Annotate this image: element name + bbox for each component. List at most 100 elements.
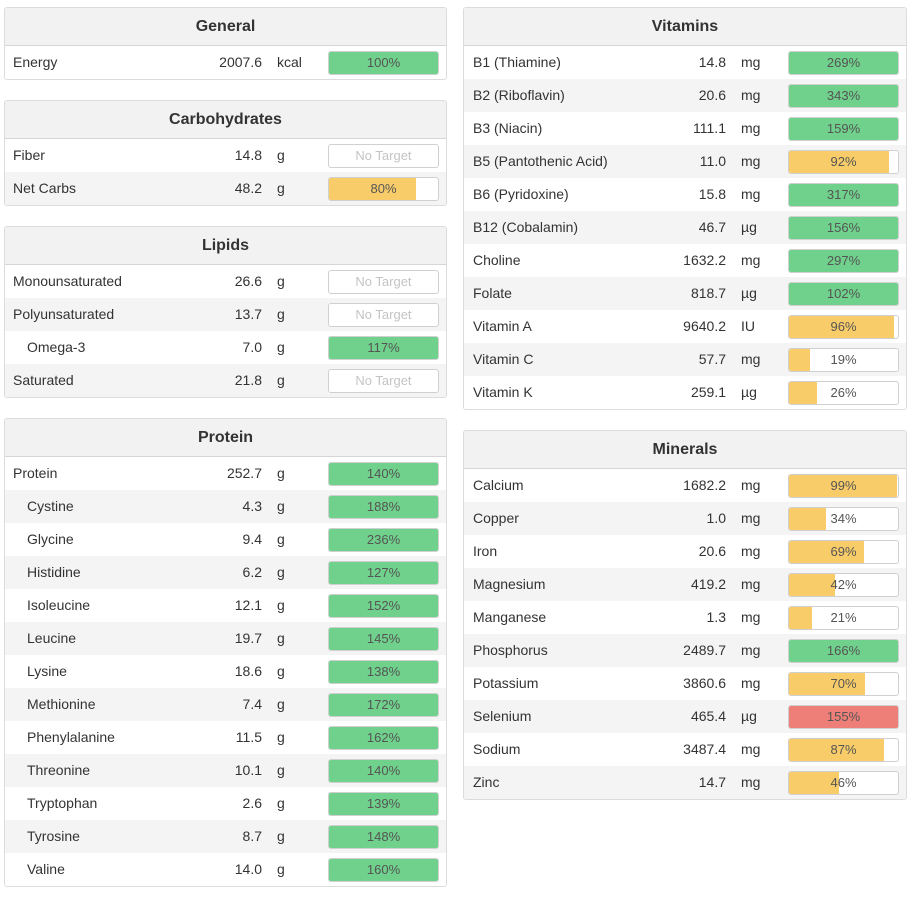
nutrient-unit: mg <box>741 477 761 493</box>
nutrient-row-methionine[interactable]: Methionine 7.4 g 172% <box>5 688 446 721</box>
nutrient-amount: 1632.2 <box>683 252 726 268</box>
nutrient-row-b5-pantothenic-acid[interactable]: B5 (Pantothenic Acid) 11.0 mg 92% <box>464 145 906 178</box>
nutrient-unit: mg <box>741 120 761 136</box>
nutrient-row-vitamin-a[interactable]: Vitamin A 9640.2 IU 96% <box>464 310 906 343</box>
nutrient-row-cystine[interactable]: Cystine 4.3 g 188% <box>5 490 446 523</box>
nutrient-row-b2-riboflavin[interactable]: B2 (Riboflavin) 20.6 mg 343% <box>464 79 906 112</box>
panel-lipids: Lipids Monounsaturated 26.6 g No Target Polyu… <box>4 226 447 398</box>
progress-fill <box>329 52 438 74</box>
nutrient-row-iron[interactable]: Iron 20.6 mg 69% <box>464 535 906 568</box>
nutrient-row-phenylalanine[interactable]: Phenylalanine 11.5 g 162% <box>5 721 446 754</box>
progress-fill <box>329 178 417 200</box>
target-progress-bar: No Target <box>328 270 439 294</box>
nutrient-amount: 9.4 <box>242 531 262 547</box>
progress-percent-label: 159% <box>826 121 861 136</box>
nutrient-row-polyunsaturated[interactable]: Polyunsaturated 13.7 g No Target <box>5 298 446 331</box>
nutrient-row-sodium[interactable]: Sodium 3487.4 mg 87% <box>464 733 906 766</box>
nutrient-row-vitamin-k[interactable]: Vitamin K 259.1 µg 26% <box>464 376 906 409</box>
nutrient-row-b1-thiamine[interactable]: B1 (Thiamine) 14.8 mg 269% <box>464 46 906 79</box>
nutrient-unit: mg <box>741 54 761 70</box>
nutrient-amount: 111.1 <box>693 120 726 136</box>
target-progress-bar: 148% <box>328 825 439 849</box>
progress-percent-label: 117% <box>367 340 400 355</box>
nutrient-unit: mg <box>741 741 761 757</box>
progress-fill <box>789 739 884 761</box>
nutrient-amount: 57.7 <box>698 351 726 367</box>
progress-percent-label: No Target <box>355 148 412 163</box>
progress-fill <box>329 463 438 485</box>
progress-fill <box>329 595 438 617</box>
nutrient-row-calcium[interactable]: Calcium 1682.2 mg 99% <box>464 469 906 502</box>
target-progress-bar: 162% <box>328 726 439 750</box>
nutrient-row-histidine[interactable]: Histidine 6.2 g 127% <box>5 556 446 589</box>
progress-percent-label: No Target <box>355 373 412 388</box>
target-progress-bar: No Target <box>328 369 439 393</box>
nutrient-row-protein[interactable]: Protein 252.7 g 140% <box>5 457 446 490</box>
nutrient-row-choline[interactable]: Choline 1632.2 mg 297% <box>464 244 906 277</box>
progress-percent-label: 148% <box>366 829 401 844</box>
nutrient-row-magnesium[interactable]: Magnesium 419.2 mg 42% <box>464 568 906 601</box>
nutrient-amount: 11.5 <box>235 729 262 745</box>
nutrient-row-zinc[interactable]: Zinc 14.7 mg 46% <box>464 766 906 799</box>
panel-title-vitamins: Vitamins <box>464 8 906 46</box>
nutrient-row-leucine[interactable]: Leucine 19.7 g 145% <box>5 622 446 655</box>
progress-percent-label: 236% <box>366 532 401 547</box>
nutrient-row-isoleucine[interactable]: Isoleucine 12.1 g 152% <box>5 589 446 622</box>
nutrient-name: Sodium <box>473 741 521 757</box>
nutrient-name: Iron <box>473 543 498 559</box>
nutrient-unit: g <box>277 339 285 355</box>
nutrient-unit: g <box>277 597 285 613</box>
progress-percent-label: 138% <box>366 664 401 679</box>
progress-percent-label: 140% <box>366 466 401 481</box>
nutrient-unit: g <box>277 306 285 322</box>
nutrient-row-fiber[interactable]: Fiber 14.8 g No Target <box>5 139 446 172</box>
nutrient-row-selenium[interactable]: Selenium 465.4 µg 155% <box>464 700 906 733</box>
progress-percent-label: 317% <box>826 187 861 202</box>
nutrient-name: Histidine <box>27 564 81 580</box>
nutrient-unit: IU <box>741 318 755 334</box>
nutrient-name: Potassium <box>473 675 539 691</box>
nutrient-name: Calcium <box>473 477 524 493</box>
nutrient-name: Methionine <box>27 696 96 712</box>
nutrient-row-monounsaturated[interactable]: Monounsaturated 26.6 g No Target <box>5 265 446 298</box>
nutrient-row-omega-3[interactable]: Omega-3 7.0 g 117% <box>5 331 446 364</box>
nutrient-row-tyrosine[interactable]: Tyrosine 8.7 g 148% <box>5 820 446 853</box>
nutrient-row-folate[interactable]: Folate 818.7 µg 102% <box>464 277 906 310</box>
nutrient-row-b3-niacin[interactable]: B3 (Niacin) 111.1 mg 159% <box>464 112 906 145</box>
nutrient-unit: g <box>277 180 285 196</box>
nutrient-name: Folate <box>473 285 512 301</box>
target-progress-bar: 46% <box>788 771 899 795</box>
nutrient-row-phosphorus[interactable]: Phosphorus 2489.7 mg 166% <box>464 634 906 667</box>
nutrient-row-lysine[interactable]: Lysine 18.6 g 138% <box>5 655 446 688</box>
nutrient-amount: 419.2 <box>690 576 726 592</box>
progress-fill <box>789 217 898 239</box>
nutrient-row-tryptophan[interactable]: Tryptophan 2.6 g 139% <box>5 787 446 820</box>
nutrient-name: B6 (Pyridoxine) <box>473 186 569 202</box>
nutrient-row-vitamin-c[interactable]: Vitamin C 57.7 mg 19% <box>464 343 906 376</box>
nutrient-row-manganese[interactable]: Manganese 1.3 mg 21% <box>464 601 906 634</box>
progress-fill <box>789 508 827 530</box>
nutrient-row-potassium[interactable]: Potassium 3860.6 mg 70% <box>464 667 906 700</box>
progress-percent-label: 188% <box>366 499 401 514</box>
nutrient-row-threonine[interactable]: Threonine 10.1 g 140% <box>5 754 446 787</box>
nutrient-row-b6-pyridoxine[interactable]: B6 (Pyridoxine) 15.8 mg 317% <box>464 178 906 211</box>
progress-percent-label: 166% <box>826 643 861 658</box>
nutrient-row-net-carbs[interactable]: Net Carbs 48.2 g 80% <box>5 172 446 205</box>
nutrient-name: Manganese <box>473 609 547 625</box>
progress-fill <box>329 496 438 518</box>
nutrient-row-glycine[interactable]: Glycine 9.4 g 236% <box>5 523 446 556</box>
nutrient-row-saturated[interactable]: Saturated 21.8 g No Target <box>5 364 446 397</box>
panel-protein: Protein Protein 252.7 g 140% Cystine 4.3 g 188% G… <box>4 418 447 887</box>
progress-fill <box>329 562 438 584</box>
nutrient-row-copper[interactable]: Copper 1.0 mg 34% <box>464 502 906 535</box>
panel-title-lipids: Lipids <box>5 227 446 265</box>
nutrient-row-b12-cobalamin[interactable]: B12 (Cobalamin) 46.7 µg 156% <box>464 211 906 244</box>
nutrient-row-valine[interactable]: Valine 14.0 g 160% <box>5 853 446 886</box>
nutrient-unit: mg <box>741 186 761 202</box>
target-progress-bar: 127% <box>328 561 439 585</box>
nutrient-name: Tyrosine <box>27 828 80 844</box>
nutrient-row-energy[interactable]: Energy 2007.6 kcal 100% <box>5 46 446 79</box>
progress-percent-label: 102% <box>826 286 861 301</box>
target-progress-bar: 99% <box>788 474 899 498</box>
progress-percent-label: 269% <box>826 55 861 70</box>
